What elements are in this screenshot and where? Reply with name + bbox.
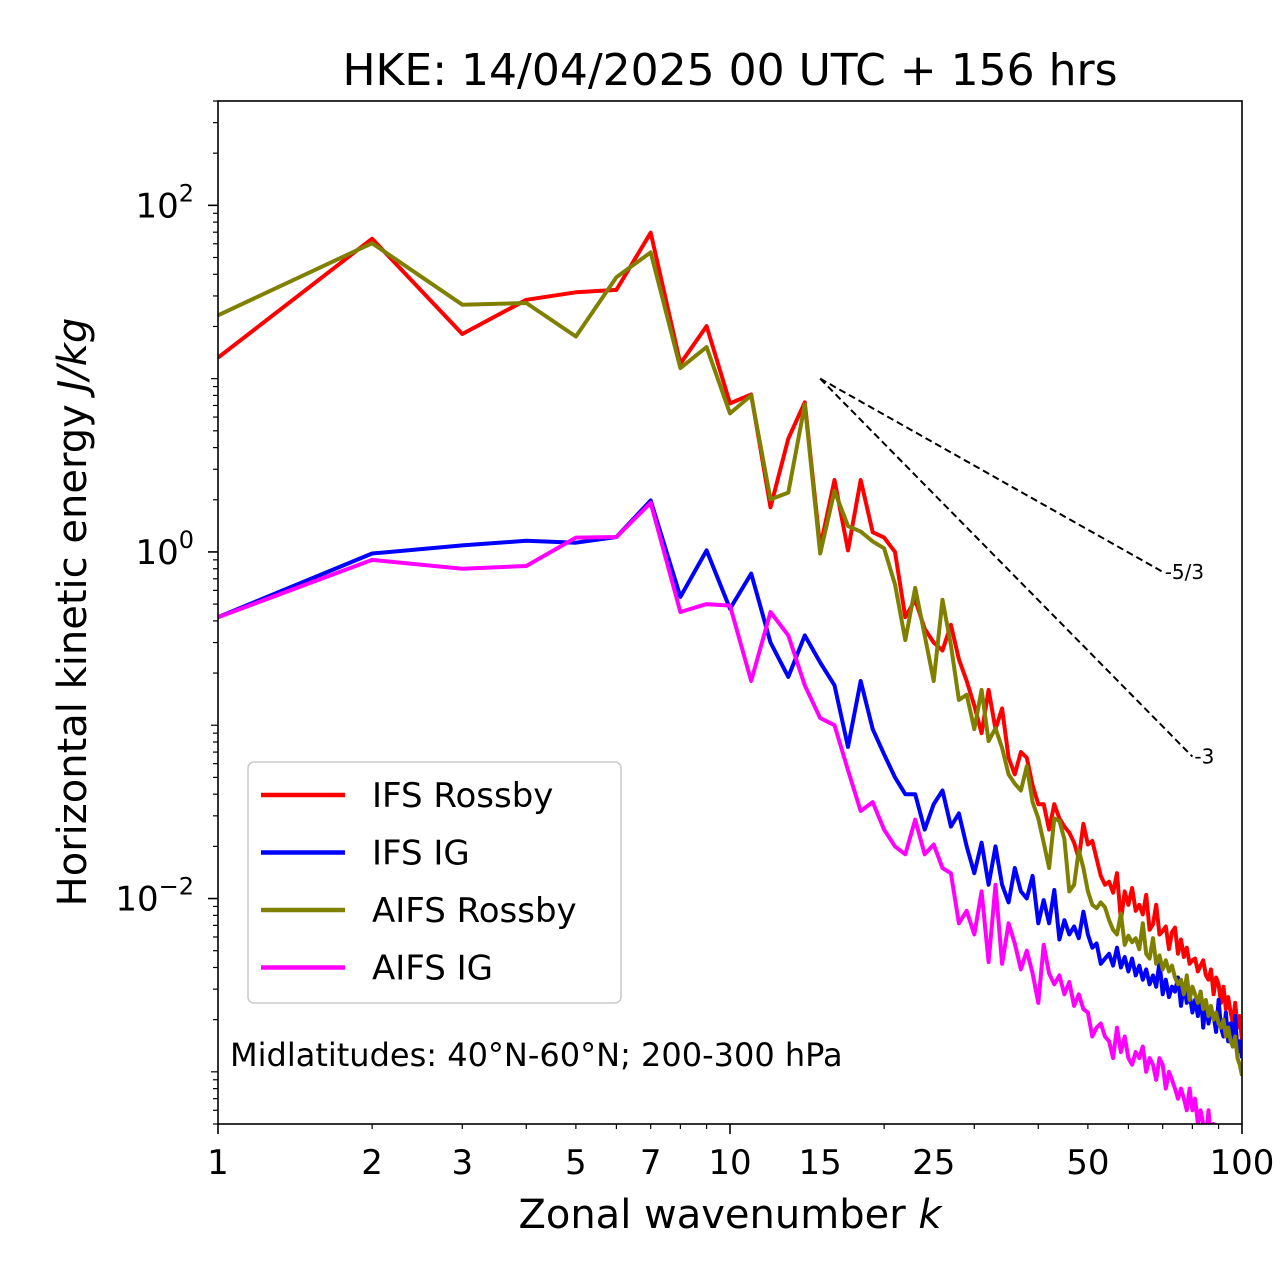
x-tick-label: 1 — [207, 1143, 229, 1183]
y-tick-label: 10−2 — [115, 873, 194, 920]
x-tick-label: 5 — [565, 1143, 587, 1183]
series-line-aifs-rossby — [218, 241, 1242, 1077]
legend-label: AIFS Rossby — [372, 891, 577, 931]
axis-ticks — [208, 100, 1243, 1134]
region-annotation: Midlatitudes: 40°N-60°N; 200-300 hPa — [230, 1036, 843, 1074]
legend: IFS Rossby IFS IG AIFS Rossby AIFS IG — [247, 761, 622, 1004]
legend-label: IFS IG — [372, 834, 470, 874]
x-tick-label: 2 — [361, 1143, 383, 1183]
series-line-ifs-rossby — [218, 230, 1242, 1042]
series-line-aifs-ig — [218, 500, 1216, 1124]
x-tick-label: 25 — [912, 1143, 955, 1183]
x-tick-label: 100 — [1210, 1143, 1275, 1183]
y-axis-label: Horizontal kinetic energy J/kg — [50, 318, 96, 907]
reference-slopes: -5/3 -3 — [819, 377, 1214, 769]
x-tick-label: 7 — [640, 1143, 662, 1183]
chart-title: HKE: 14/04/2025 00 UTC + 156 hrs — [342, 45, 1117, 96]
series-lines — [218, 230, 1242, 1124]
slope-reference-line — [819, 377, 1194, 758]
y-tick-labels: 102 100 10−2 — [115, 179, 194, 919]
x-tick-label: 3 — [451, 1143, 473, 1183]
x-axis-label: Zonal wavenumber k — [518, 1192, 943, 1238]
legend-label: IFS Rossby — [372, 776, 553, 816]
x-tick-label: 50 — [1066, 1143, 1109, 1183]
slope-label: -3 — [1194, 745, 1214, 769]
legend-box — [247, 761, 622, 1004]
y-tick-label: 100 — [135, 526, 194, 573]
x-tick-label: 15 — [799, 1143, 842, 1183]
x-tick-labels: 1 2 3 5 7 10 15 25 50 100 — [207, 1143, 1274, 1183]
legend-label: AIFS IG — [372, 949, 493, 989]
plot-frame — [217, 100, 1243, 1125]
x-tick-label: 10 — [708, 1143, 751, 1183]
slope-label: -5/3 — [1165, 560, 1204, 584]
y-tick-label: 102 — [135, 179, 194, 226]
